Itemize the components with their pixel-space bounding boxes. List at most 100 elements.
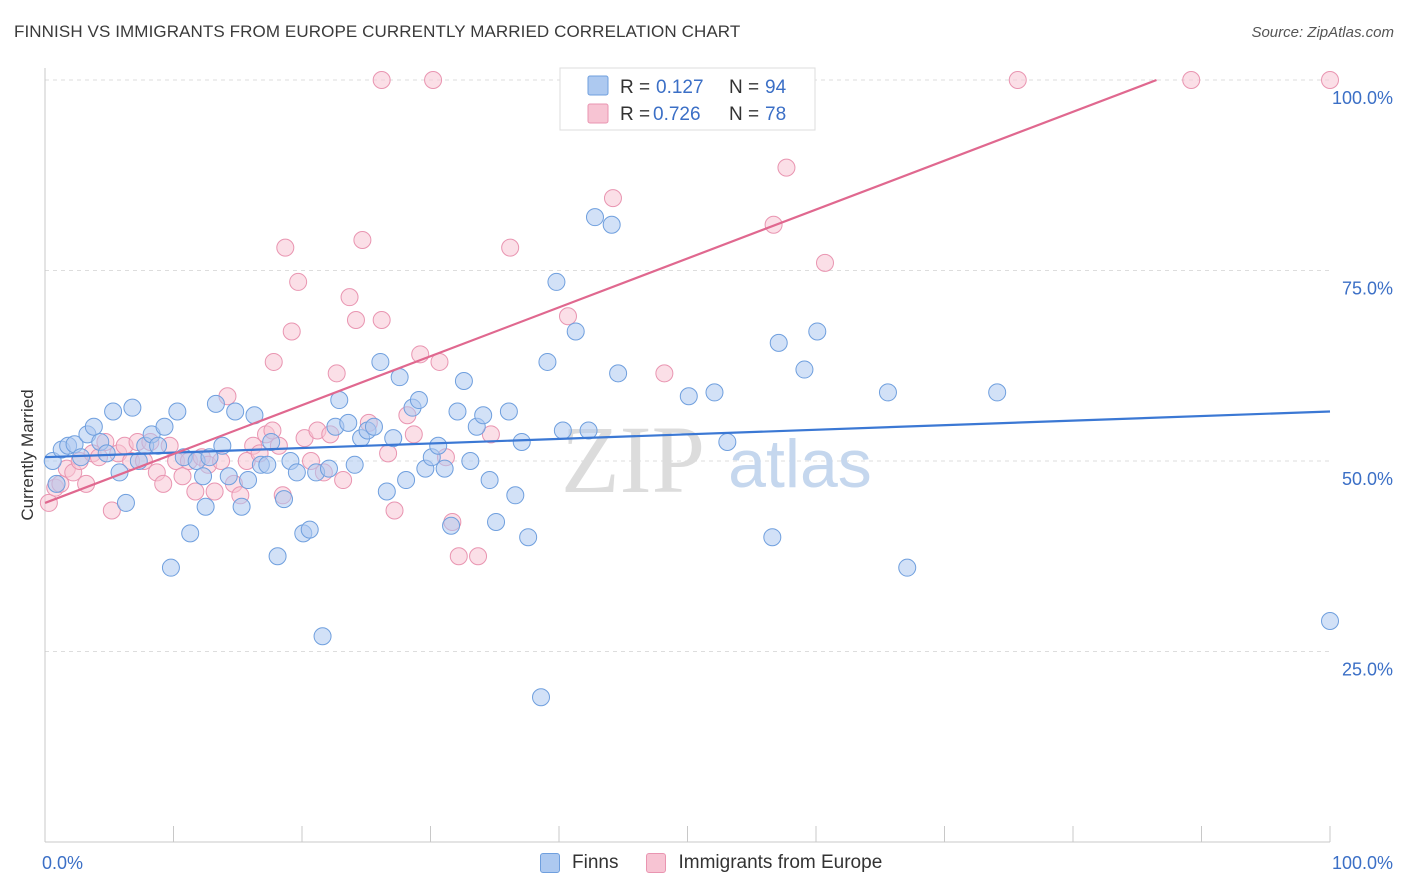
- finns-point: [116, 493, 135, 512]
- immigrants-point: [334, 471, 353, 490]
- finns-point: [200, 448, 219, 467]
- finns-point: [602, 215, 621, 234]
- y-tick-label-1: 50.0%: [1342, 469, 1393, 489]
- immigrants-point: [372, 311, 391, 330]
- finns-point: [763, 528, 782, 547]
- immigrants-point: [501, 238, 520, 257]
- finns-point: [579, 421, 598, 440]
- immigrants-point: [346, 311, 365, 330]
- finns-points: [43, 208, 1339, 707]
- immigrants-point: [289, 272, 308, 291]
- finns-point: [718, 432, 737, 451]
- chart-title: FINNISH VS IMMIGRANTS FROM EUROPE CURREN…: [14, 22, 741, 41]
- finns-point: [512, 432, 531, 451]
- watermark: ZIP atlas: [561, 406, 872, 513]
- stats-r-value-immigrants: 0.726: [653, 104, 701, 125]
- immigrants-point: [385, 501, 404, 520]
- finns-point: [480, 471, 499, 490]
- finns-point: [364, 417, 383, 436]
- finns-point: [769, 333, 788, 352]
- immigrants-point: [449, 547, 468, 566]
- finns-point: [808, 322, 827, 341]
- finns-point: [679, 387, 698, 406]
- legend-immigrants-label: Immigrants from Europe: [678, 852, 883, 873]
- finns-point: [377, 482, 396, 501]
- immigrants-point: [558, 307, 577, 326]
- finns-point: [499, 402, 518, 421]
- finns-point: [1321, 612, 1339, 631]
- finns-point: [454, 371, 473, 390]
- finns-point: [553, 421, 572, 440]
- immigrants-point: [777, 158, 796, 177]
- immigrants-point: [327, 364, 346, 383]
- finns-point: [878, 383, 897, 402]
- stats-n-label-finns: N =: [729, 77, 759, 98]
- finns-point: [97, 444, 116, 463]
- immigrants-point: [173, 467, 192, 486]
- watermark-zip: ZIP: [561, 406, 705, 513]
- y-tick-label-0: 25.0%: [1342, 660, 1393, 680]
- finns-point: [181, 524, 200, 543]
- y-tick-label-2: 75.0%: [1342, 279, 1393, 299]
- finns-point: [104, 402, 123, 421]
- finns-point: [258, 455, 277, 474]
- finns-point: [313, 627, 332, 646]
- finns-point: [519, 528, 538, 547]
- finns-point: [397, 471, 416, 490]
- finns-point: [161, 558, 180, 577]
- immigrants-point: [372, 71, 391, 89]
- finns-point: [155, 417, 174, 436]
- finns-point: [384, 429, 403, 448]
- legend-finns-label: Finns: [572, 852, 619, 873]
- finns-point: [149, 436, 168, 455]
- finns-point: [319, 459, 338, 478]
- legend-immigrants-swatch: [646, 853, 667, 873]
- legend-item-finns[interactable]: Finns: [540, 852, 618, 874]
- trend-lines: [44, 78, 1331, 504]
- stats-n-label-immigrants: N =: [729, 104, 759, 125]
- finns-point: [47, 474, 66, 493]
- finns-point: [287, 463, 306, 482]
- stats-n-value-immigrants: 78: [765, 104, 786, 125]
- finns-point: [300, 520, 319, 539]
- stats-legend-finns-swatch: [587, 75, 609, 96]
- immigrants-point: [276, 238, 295, 257]
- finns-point: [487, 512, 506, 531]
- source-label: Source: ZipAtlas.com: [1251, 24, 1394, 41]
- y-tick-label-3: 100.0%: [1332, 88, 1393, 108]
- finns-point: [461, 452, 480, 470]
- y-axis-title: Currently Married: [18, 389, 37, 520]
- immigrants-point: [102, 501, 121, 520]
- legend-item-immigrants[interactable]: Immigrants from Europe: [646, 852, 882, 874]
- immigrants-point: [264, 352, 283, 371]
- finns-point: [371, 352, 390, 371]
- finns-point: [609, 364, 628, 383]
- stats-legend: R = 0.127 N = 94 R = 0.726 N = 78: [559, 67, 816, 131]
- finns-point: [275, 490, 294, 509]
- finns-point: [988, 383, 1007, 402]
- finns-point: [532, 688, 551, 707]
- x-tick-label-1: 100.0%: [1332, 853, 1393, 873]
- immigrants-trend-line: [44, 78, 1157, 504]
- immigrants-points: [39, 71, 1339, 566]
- finns-point: [232, 497, 251, 516]
- watermark-atlas: atlas: [728, 426, 872, 502]
- finns-point: [409, 391, 428, 410]
- immigrants-point: [353, 231, 372, 250]
- finns-point: [219, 467, 238, 486]
- finns-point: [268, 547, 287, 566]
- finns-point: [168, 402, 187, 421]
- finns-point: [585, 208, 604, 227]
- finns-point: [898, 558, 917, 577]
- finns-point: [435, 459, 454, 478]
- finns-point: [442, 516, 461, 535]
- finns-point: [339, 413, 358, 432]
- finns-point: [206, 394, 225, 413]
- finns-point: [566, 322, 585, 341]
- finns-point: [345, 455, 364, 474]
- finns-point: [194, 467, 213, 486]
- finns-point: [239, 471, 258, 490]
- immigrants-point: [424, 71, 443, 89]
- bottom-legend: Finns Immigrants from Europe: [540, 852, 910, 874]
